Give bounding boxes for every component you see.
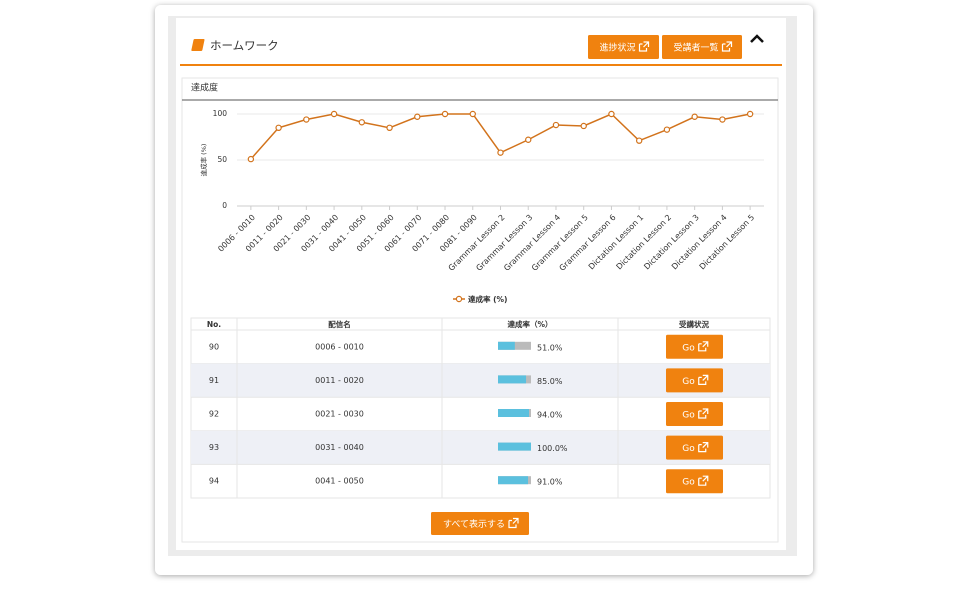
students-button-label: 受講者一覧 — [673, 42, 718, 54]
y-axis-label: 達成率 (%) — [199, 144, 208, 177]
cell-name: 0031 - 0040 — [315, 443, 364, 452]
progress-bar — [498, 375, 527, 384]
data-point — [414, 113, 421, 120]
go-button[interactable] — [666, 469, 723, 494]
column-header: 配信名 — [328, 319, 351, 329]
cell-no: 91 — [209, 376, 219, 385]
data-point — [691, 113, 698, 120]
data-point — [497, 149, 504, 156]
go-button[interactable] — [666, 402, 723, 426]
data-point — [441, 110, 449, 118]
go-button[interactable] — [666, 368, 723, 393]
legend-label: 達成率 (%) — [468, 294, 507, 304]
data-point — [552, 121, 560, 129]
show-all-button-label: すべて表示する — [443, 518, 505, 530]
cell-rate: 100.0% — [537, 444, 568, 453]
cell-no: 94 — [209, 477, 219, 486]
progress-bar — [498, 341, 515, 350]
y-tick-label: 50 — [217, 155, 227, 164]
collapse-icon[interactable] — [750, 34, 764, 43]
y-tick-label: 100 — [213, 109, 228, 118]
go-button-label: Go — [682, 411, 695, 421]
data-point — [386, 124, 393, 132]
cell-name: 0011 - 0020 — [315, 376, 364, 385]
go-button-label: Go — [682, 343, 695, 353]
data-point — [303, 116, 310, 123]
data-point — [247, 155, 255, 163]
cell-name: 0006 - 0010 — [315, 342, 364, 351]
cell-name: 0021 - 0030 — [315, 410, 364, 419]
go-button-label: Go — [682, 377, 695, 387]
data-point — [719, 116, 726, 123]
column-header: 受講状況 — [679, 319, 709, 329]
data-point — [275, 124, 282, 132]
data-point — [358, 119, 366, 126]
legend-marker — [455, 295, 463, 303]
data-point — [469, 110, 476, 118]
data-point — [525, 136, 532, 143]
cell-rate: 85.0% — [537, 377, 563, 386]
cell-no: 93 — [209, 443, 219, 452]
progress-bar — [498, 409, 530, 417]
data-point — [746, 110, 754, 118]
book-icon — [191, 39, 205, 51]
go-button-label: Go — [682, 444, 695, 454]
header-title: ホームワーク — [210, 39, 279, 53]
cell-rate: 51.0% — [537, 343, 563, 352]
data-point — [608, 110, 615, 118]
cell-no: 90 — [209, 342, 219, 351]
cell-name: 0041 - 0050 — [315, 477, 364, 486]
cell-rate: 91.0% — [537, 478, 563, 487]
progress-button[interactable] — [588, 35, 659, 59]
progress-bar — [498, 476, 529, 485]
students-button[interactable] — [662, 35, 742, 59]
data-point — [635, 137, 643, 144]
chart-title: 達成度 — [191, 82, 218, 94]
data-point — [330, 110, 338, 118]
cell-no: 92 — [209, 410, 219, 419]
show-all-button[interactable] — [431, 512, 529, 535]
go-button-label: Go — [682, 478, 695, 488]
data-point — [580, 122, 587, 130]
chart-box — [181, 77, 779, 543]
cell-rate: 94.0% — [537, 411, 563, 420]
progress-button-label: 進捗状況 — [599, 42, 635, 54]
y-tick-label: 0 — [222, 201, 227, 210]
column-header: 達成率（%） — [507, 319, 552, 329]
go-button[interactable] — [666, 334, 723, 359]
column-header: No. — [207, 320, 221, 329]
progress-bar — [498, 442, 531, 451]
data-point — [663, 126, 671, 133]
go-button[interactable] — [666, 435, 723, 460]
